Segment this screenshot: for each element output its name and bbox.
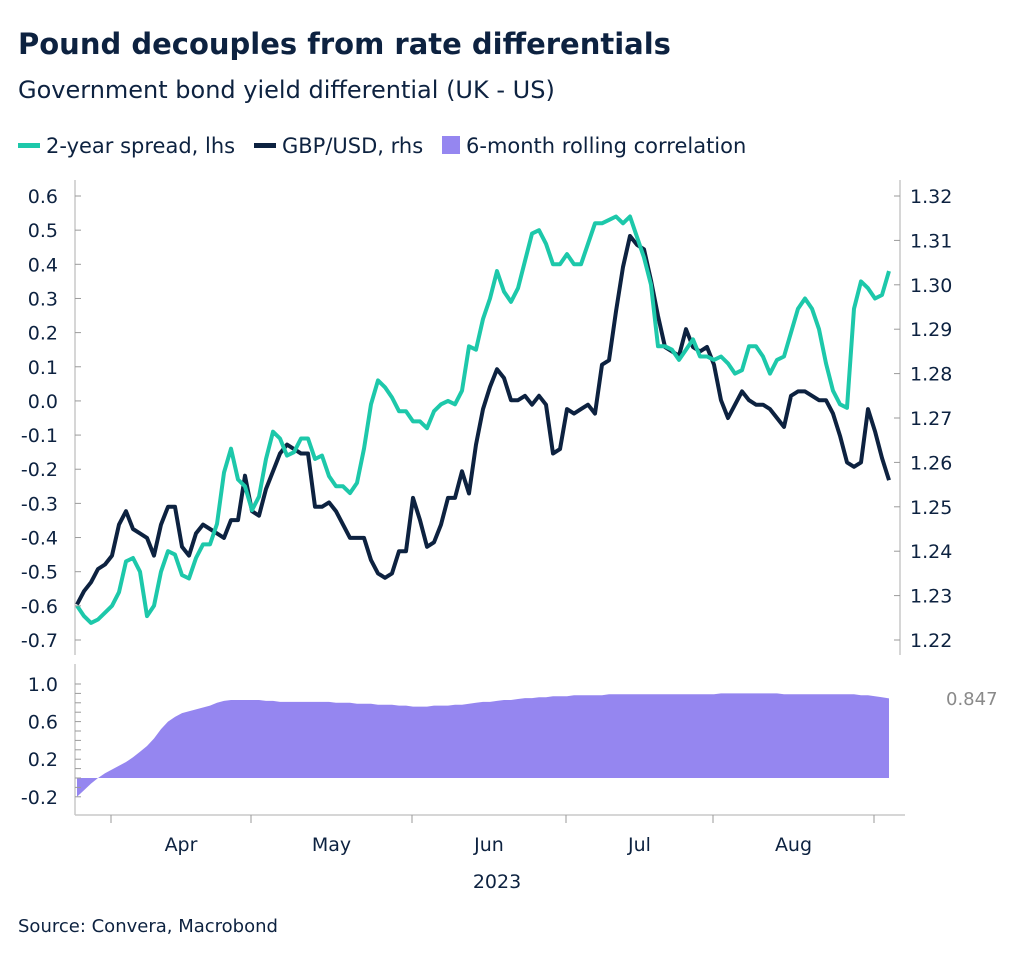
left-tick-label: 0.0 bbox=[28, 391, 58, 413]
correlation-area-path bbox=[77, 693, 889, 797]
left-tick-label: -0.7 bbox=[21, 630, 58, 652]
month-label: Aug bbox=[775, 834, 812, 856]
legend-label-spread: 2-year spread, lhs bbox=[46, 134, 235, 158]
legend-swatch-spread bbox=[18, 143, 40, 148]
left-tick-label: 0.1 bbox=[28, 357, 58, 379]
left-tick-label: -0.6 bbox=[21, 596, 58, 618]
left-tick-label: -0.2 bbox=[21, 459, 58, 481]
lower-tick-label: 1.0 bbox=[28, 674, 58, 696]
month-label: Jun bbox=[473, 834, 504, 856]
right-tick-label: 1.32 bbox=[910, 186, 952, 208]
x-axis-year-label: 2023 bbox=[473, 871, 521, 893]
left-tick-label: 0.3 bbox=[28, 288, 58, 310]
source-note: Source: Convera, Macrobond bbox=[18, 916, 278, 937]
legend-swatch-correlation bbox=[442, 136, 460, 154]
right-tick-label: 1.29 bbox=[910, 319, 952, 341]
plot-lines bbox=[75, 214, 891, 625]
right-tick-label: 1.26 bbox=[910, 452, 952, 474]
chart-subtitle: Government bond yield differential (UK -… bbox=[18, 76, 555, 104]
right-tick-label: 1.24 bbox=[910, 541, 952, 563]
left-tick-label: -0.3 bbox=[21, 493, 58, 515]
right-tick-label: 1.25 bbox=[910, 497, 952, 519]
right-tick-label: 1.23 bbox=[910, 586, 952, 608]
left-tick-label: 0.5 bbox=[28, 220, 58, 242]
legend-label-correlation: 6-month rolling correlation bbox=[466, 134, 746, 158]
lower-tick-label: 0.2 bbox=[28, 749, 58, 771]
axes-frame bbox=[74, 180, 905, 816]
right-tick-label: 1.27 bbox=[910, 408, 952, 430]
lower-tick-label: -0.2 bbox=[21, 787, 58, 809]
right-tick-label: 1.28 bbox=[910, 364, 952, 386]
legend-swatch-gbpusd bbox=[254, 143, 276, 148]
right-tick-label: 1.31 bbox=[910, 230, 952, 252]
chart-title: Pound decouples from rate differentials bbox=[18, 27, 671, 61]
left-tick-label: 0.6 bbox=[28, 186, 58, 208]
left-tick-label: 0.2 bbox=[28, 323, 58, 345]
correlation-last-value: 0.847 bbox=[946, 689, 998, 710]
right-tick-label: 1.22 bbox=[910, 630, 952, 652]
spread-line bbox=[75, 214, 891, 625]
gbpusd-line bbox=[75, 234, 891, 606]
axis-ticks: 0.6 0.5 0.4 0.3 0.2 0.1 0.0 -0.1 -0.2 -0.3 -0.4 -0.… bbox=[21, 186, 952, 856]
month-label: May bbox=[312, 834, 351, 856]
right-tick-label: 1.30 bbox=[910, 275, 952, 297]
correlation-area bbox=[77, 693, 889, 797]
legend: 2-year spread, lhs GBP/USD, rhs 6-month … bbox=[18, 134, 746, 158]
left-tick-label: -0.1 bbox=[21, 425, 58, 447]
month-label: Jul bbox=[627, 834, 651, 856]
left-tick-label: -0.5 bbox=[21, 562, 58, 584]
lower-tick-label: 0.6 bbox=[28, 712, 58, 734]
left-tick-label: -0.4 bbox=[21, 528, 58, 550]
month-label: Apr bbox=[165, 834, 198, 856]
legend-label-gbpusd: GBP/USD, rhs bbox=[282, 134, 423, 158]
left-tick-label: 0.4 bbox=[28, 254, 58, 276]
